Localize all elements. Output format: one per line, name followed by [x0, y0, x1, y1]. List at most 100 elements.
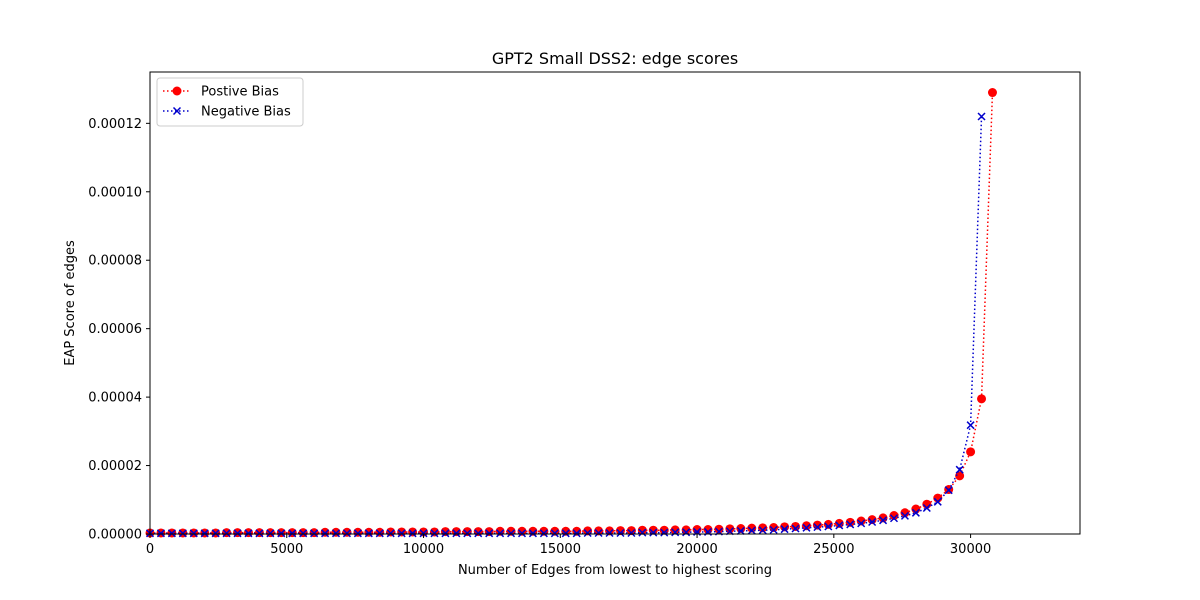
negative-bias-data-point — [200, 529, 209, 538]
postive-bias-data-point — [758, 523, 768, 533]
negative-bias-data-point — [922, 503, 931, 513]
legend-label-postive-bias: Postive Bias — [201, 85, 279, 100]
negative-bias-data-point — [299, 529, 308, 538]
negative-bias-data-point — [528, 529, 537, 538]
negative-bias-data-point — [331, 529, 341, 538]
postive-bias-data-point — [408, 527, 418, 537]
negative-bias-data-point — [572, 529, 581, 538]
negative-bias-data-point — [933, 497, 942, 506]
x-tick-label: 0 — [146, 542, 154, 557]
negative-bias-data-point — [824, 522, 833, 531]
postive-bias-data-point — [626, 526, 636, 536]
negative-bias-data-point — [682, 528, 691, 537]
postive-bias-data-point — [451, 527, 461, 537]
negative-bias-data-point — [802, 523, 811, 532]
postive-bias-data-point — [473, 527, 483, 537]
negative-bias-data-point — [660, 528, 669, 537]
plot-area — [145, 88, 997, 538]
negative-bias-data-point — [911, 508, 920, 517]
negative-bias-data-point — [671, 528, 680, 537]
y-tick-label: 0.00000 — [88, 528, 142, 543]
negative-bias-data-point — [944, 486, 953, 495]
negative-bias-data-point — [255, 529, 264, 538]
x-tick-label: 10000 — [403, 542, 444, 557]
negative-bias-data-point — [747, 526, 756, 535]
legend-label-negative-bias: Negative Bias — [201, 105, 291, 120]
postive-bias-data-point — [791, 521, 801, 531]
negative-bias-data-point — [211, 529, 220, 538]
chart-title: GPT2 Small DSS2: edge scores — [492, 49, 738, 68]
postive-bias-data-point — [823, 519, 833, 529]
postive-bias-data-point — [714, 524, 724, 534]
postive-bias-data-point — [725, 524, 735, 534]
postive-bias-data-point — [845, 517, 855, 527]
negative-bias-data-point — [353, 529, 362, 538]
negative-bias-data-point — [835, 521, 844, 530]
negative-bias-data-point — [900, 511, 909, 520]
x-tick-label: 15000 — [540, 542, 581, 557]
negative-bias-data-point — [419, 529, 428, 538]
negative-bias-data-point — [244, 529, 253, 538]
negative-bias-data-point — [868, 517, 877, 527]
legend-marker-postive-bias — [172, 86, 182, 96]
negative-bias-data-point — [955, 465, 964, 474]
negative-bias-data-point — [386, 529, 395, 538]
negative-bias-data-point — [977, 112, 986, 121]
negative-bias-data-point — [616, 528, 625, 538]
negative-bias-data-point — [769, 525, 778, 534]
postive-bias-data-point — [834, 518, 844, 528]
legend: Postive Bias Negative Bias — [156, 77, 304, 127]
y-tick-label: 0.00004 — [88, 391, 142, 406]
postive-bias-data-point — [955, 471, 965, 481]
negative-bias-data-point — [397, 529, 406, 538]
postive-bias-data-point — [977, 394, 987, 404]
negative-bias-data-point — [156, 529, 165, 538]
postive-bias-data-point — [987, 88, 997, 98]
postive-bias-data-point — [484, 527, 494, 537]
x-tick-label: 20000 — [676, 542, 717, 557]
postive-bias-data-point — [462, 527, 472, 537]
postive-bias-data-point — [440, 527, 450, 537]
negative-bias-data-point — [583, 528, 592, 538]
negative-bias-data-point — [342, 529, 351, 538]
negative-bias-data-point — [879, 516, 888, 525]
postive-bias-data-point — [397, 527, 407, 537]
negative-bias-data-point — [441, 529, 450, 538]
negative-bias-data-point — [408, 529, 417, 538]
negative-bias-data-point — [277, 529, 286, 538]
negative-bias-data-point — [375, 529, 384, 538]
x-axis: 0 5000 10000 15000 20000 25000 30000 — [146, 534, 991, 557]
postive-bias-data-point — [966, 447, 976, 457]
negative-bias-data-point — [758, 526, 767, 535]
negative-bias-data-point — [736, 526, 745, 535]
negative-bias-data-point — [485, 529, 494, 538]
negative-bias-data-point — [189, 529, 198, 538]
negative-bias-data-point — [605, 528, 614, 538]
negative-bias-data-point — [517, 529, 527, 538]
negative-bias-series-line — [150, 116, 983, 535]
negative-bias-data-point — [594, 528, 603, 538]
postive-bias-data-point — [801, 521, 811, 531]
negative-bias-data-point — [649, 528, 658, 537]
negative-bias-data-point — [452, 529, 461, 538]
negative-bias-data-point — [288, 529, 297, 538]
negative-bias-data-point — [889, 514, 899, 523]
negative-bias-data-point — [857, 519, 866, 528]
postive-bias-data-point — [429, 527, 439, 537]
x-tick-label: 5000 — [270, 542, 303, 557]
negative-bias-data-point — [791, 524, 800, 533]
negative-bias-data-point — [966, 421, 975, 430]
negative-bias-data-point — [310, 529, 319, 538]
negative-bias-data-point — [364, 529, 373, 538]
negative-bias-data-point — [496, 529, 505, 538]
y-axis-label: EAP Score of edges — [63, 240, 78, 366]
negative-bias-data-point — [507, 529, 516, 538]
negative-bias-data-point — [638, 528, 647, 537]
y-tick-label: 0.00006 — [88, 322, 142, 337]
negative-bias-data-point — [627, 528, 636, 538]
negative-bias-data-point — [846, 520, 855, 529]
x-tick-label: 30000 — [950, 542, 991, 557]
negative-bias-data-point — [780, 525, 789, 534]
negative-bias-data-point — [233, 529, 242, 538]
negative-bias-data-point — [266, 529, 275, 538]
